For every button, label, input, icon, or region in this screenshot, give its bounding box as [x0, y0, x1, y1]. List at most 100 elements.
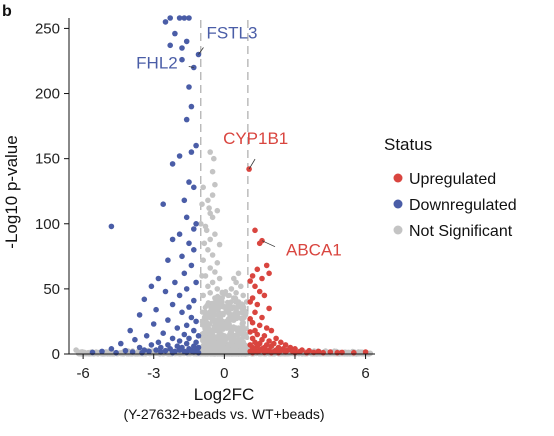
- point-not-significant: [233, 306, 239, 313]
- point-upregulated: [273, 335, 279, 342]
- point-downregulated: [191, 64, 197, 71]
- point-not-significant: [214, 306, 221, 313]
- point-not-significant: [231, 295, 237, 301]
- legend-label-upregulated: Upregulated: [409, 171, 496, 188]
- y-tick-label: 200: [35, 86, 60, 103]
- point-downregulated: [191, 226, 197, 232]
- point-upregulated: [249, 273, 256, 279]
- point-downregulated: [158, 344, 164, 351]
- point-downregulated: [174, 325, 181, 331]
- point-downregulated: [186, 335, 192, 342]
- point-upregulated: [362, 349, 369, 355]
- point-not-significant: [211, 155, 217, 162]
- point-downregulated: [176, 338, 183, 344]
- point-not-significant: [219, 338, 225, 344]
- point-downregulated: [183, 340, 190, 347]
- point-downregulated: [193, 279, 199, 286]
- point-downregulated: [162, 19, 169, 25]
- point-upregulated: [252, 227, 258, 234]
- point-downregulated: [179, 253, 185, 260]
- point-not-significant: [73, 347, 79, 353]
- point-not-significant: [103, 350, 110, 357]
- point-not-significant: [80, 350, 86, 357]
- point-downregulated: [169, 236, 176, 243]
- x-tick-label: 0: [220, 365, 228, 382]
- panel-letter: b: [2, 3, 12, 20]
- point-downregulated: [186, 15, 192, 21]
- point-not-significant: [202, 350, 209, 357]
- point-downregulated: [169, 335, 176, 342]
- y-ticks: 0 50 100 150 200 250: [35, 20, 69, 363]
- point-downregulated: [108, 346, 115, 352]
- point-not-significant: [228, 350, 235, 357]
- point-not-significant: [203, 227, 210, 234]
- point-upregulated: [296, 348, 303, 355]
- point-downregulated: [183, 322, 190, 329]
- point-not-significant: [228, 286, 235, 292]
- point-downregulated: [195, 349, 202, 356]
- point-upregulated: [247, 299, 253, 305]
- point-upregulated: [259, 314, 265, 321]
- point-downregulated: [186, 240, 192, 247]
- point-downregulated: [169, 161, 176, 167]
- x-tick-label: 6: [361, 365, 369, 382]
- point-not-significant: [228, 312, 235, 318]
- point-downregulated: [188, 149, 195, 155]
- point-downregulated: [113, 349, 119, 356]
- point-downregulated: [150, 321, 157, 327]
- y-tick-label: 150: [35, 151, 60, 168]
- point-upregulated: [256, 240, 263, 247]
- annotation-abca1: ABCA1: [286, 241, 342, 260]
- point-downregulated: [169, 349, 176, 356]
- point-not-significant: [207, 334, 213, 340]
- point-not-significant: [214, 260, 221, 266]
- point-upregulated: [247, 329, 253, 335]
- point-not-significant: [240, 319, 246, 326]
- point-not-significant: [231, 317, 237, 323]
- point-downregulated: [176, 153, 183, 159]
- point-not-significant: [212, 269, 218, 275]
- point-downregulated: [193, 318, 199, 325]
- point-not-significant: [235, 330, 242, 337]
- point-not-significant: [199, 201, 205, 207]
- point-downregulated: [181, 15, 188, 21]
- point-downregulated: [188, 314, 195, 321]
- point-downregulated: [186, 304, 192, 310]
- point-not-significant: [216, 312, 223, 318]
- legend-swatch-upregulated: [393, 173, 403, 183]
- point-upregulated: [351, 349, 357, 356]
- background-point: [216, 295, 222, 301]
- point-downregulated: [158, 349, 164, 355]
- point-downregulated: [191, 297, 197, 304]
- point-downregulated: [162, 288, 169, 295]
- point-upregulated: [327, 349, 334, 355]
- point-upregulated: [247, 278, 253, 284]
- point-downregulated: [148, 342, 155, 348]
- point-upregulated: [315, 348, 322, 355]
- point-upregulated: [259, 275, 265, 282]
- point-upregulated: [303, 349, 310, 356]
- point-downregulated: [118, 340, 124, 347]
- point-upregulated: [254, 301, 261, 308]
- x-ticks: -6 -3 0 3 6: [76, 354, 370, 382]
- background-point: [225, 292, 231, 299]
- y-tick-label: 0: [52, 346, 60, 363]
- point-not-significant: [205, 283, 211, 290]
- annotation-fstl3: FSTL3: [206, 23, 257, 42]
- point-upregulated: [334, 349, 341, 356]
- point-not-significant: [209, 329, 216, 335]
- point-not-significant: [200, 319, 206, 326]
- point-not-significant: [235, 299, 242, 305]
- x-axis-subtitle: (Y-27632+beads vs. WT+beads): [123, 406, 324, 422]
- point-not-significant: [205, 325, 211, 331]
- point-downregulated: [195, 333, 202, 339]
- axes: -6 -3 0 3 6 0 50 100 150 200 250: [35, 18, 375, 382]
- point-not-significant: [223, 335, 230, 342]
- x-tick-label: -3: [147, 365, 160, 382]
- point-downregulated: [153, 306, 159, 313]
- point-downregulated: [186, 84, 192, 90]
- point-upregulated: [254, 266, 261, 273]
- point-not-significant: [219, 299, 225, 305]
- point-not-significant: [235, 314, 242, 321]
- point-not-significant: [212, 335, 218, 342]
